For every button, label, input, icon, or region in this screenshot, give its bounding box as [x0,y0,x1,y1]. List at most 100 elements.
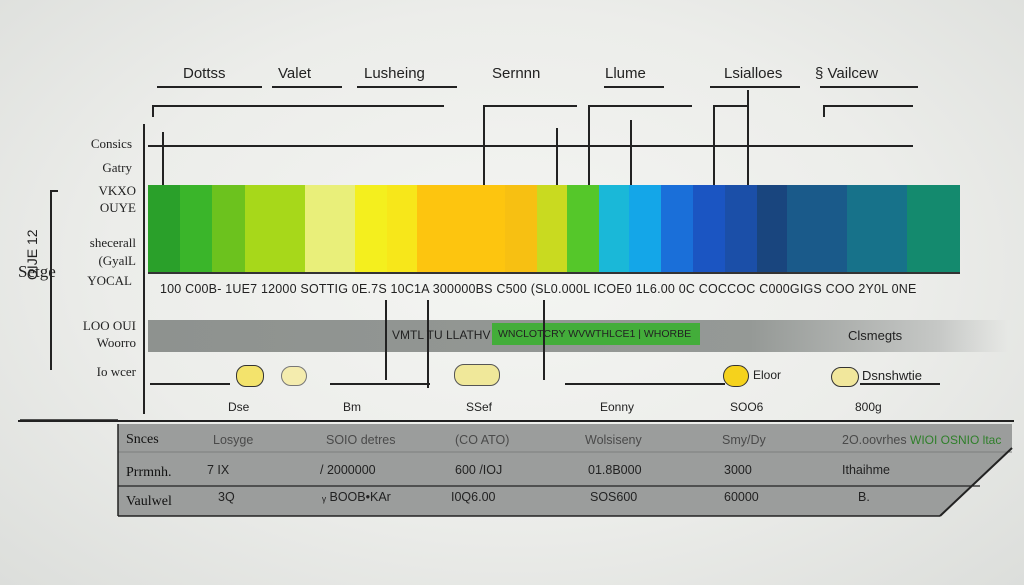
spectrum-segment [907,185,960,272]
left-label-shecerall: shecerall [89,235,136,250]
spectrum-bar [148,185,960,272]
bracket-line [162,132,164,187]
connector-line [427,300,429,388]
table-cell: 600 /IOJ [455,463,503,477]
bracket-line [747,90,749,185]
header-label-3: Lusheing [364,65,425,82]
table-cell: Wolsiseny [585,433,642,447]
table-cell: Ithaihme [842,463,890,477]
dot-marker [236,365,264,387]
bracket-line [152,105,154,117]
table-row-label: Snces [126,432,159,447]
table-cell: 3Q [218,490,235,504]
bottom-label: Bm [343,400,361,414]
header-label-1: Dottss [183,65,226,82]
dot-marker [831,367,859,387]
bottom-label: SSef [466,400,493,414]
dot-label-eloor: Eloor [753,368,782,382]
spectrum-tick-labels: 100 C00B- 1UE7 12000 SOTTIG 0E.7S 10C1A … [160,282,917,296]
spectrum-segment [505,185,538,272]
bracket-line [152,105,444,107]
dot-marker [281,366,307,386]
table-cell: 7 IX [207,463,230,477]
dot-marker [723,365,749,387]
table-cell: 2O.oovrhes [842,433,907,447]
header-underline [157,86,262,88]
spectrum-segment [725,185,758,272]
bottom-label: 800g [855,400,882,414]
spectrum-segment [148,185,181,272]
bracket-line [823,105,825,117]
dot-marker [454,364,500,386]
header-underline [604,86,664,88]
left-label-setge: Setge [18,262,56,281]
spectrum-segment [787,185,848,272]
axis-line-top [148,145,913,147]
spectrum-bottom-line [148,272,960,274]
bottom-label: Dse [228,400,250,414]
bracket-line [556,128,558,185]
header-underline [710,86,800,88]
left-label-loooui: LOO OUI [82,318,136,333]
table-cell: 01.8B000 [588,463,642,477]
table-cell: SOS600 [590,490,638,504]
spectrum-segment [599,185,630,272]
dots-row-line [150,383,230,385]
spectrum-segment [355,185,388,272]
gray-band-label: VMTL TU LLATHV [392,328,491,342]
header-underline [357,86,457,88]
table-cell-extra: WIOI OSNIO ltac [910,433,1002,447]
header-label-7: § Vailcew [815,65,879,82]
spectrum-segment [417,185,506,272]
header-underline [820,86,918,88]
table-cell: ᵧ BOOB•KAr [322,490,391,504]
spectrum-segment [567,185,600,272]
left-bracket [50,190,52,370]
left-label-yocal: YOCAL [87,273,132,288]
table-cell: / 2000000 [320,463,376,477]
left-label-gyall: (GyalL [98,253,136,268]
left-label-vkxo: VKXO [98,183,136,198]
table-cell: (CO ATO) [455,433,510,447]
left-label-lowcer: Io wcer [96,364,136,379]
table-cell: Smy/Dy [722,433,766,447]
connector-line [385,300,387,380]
table-top-line [18,420,1014,422]
left-label-woorro: Woorro [96,335,136,350]
left-label-consics: Consics [90,136,132,151]
dots-row-line [860,383,940,385]
table-row-label: Prrmnh. [126,465,172,480]
bracket-line [823,105,913,107]
bracket-line [713,105,747,107]
table-row-label: Vaulwel [126,494,172,509]
bracket-line [630,120,632,185]
table-cell: 60000 [724,490,759,504]
table-cell: I0Q6.00 [451,490,496,504]
dots-row-line [565,383,725,385]
bottom-label: SOO6 [730,400,764,414]
left-label-gatry: Gatry [102,160,132,175]
header-underline [272,86,342,88]
spectrum-segment [212,185,246,272]
dot-label-dsnshwtie: Dsnshwtie [862,368,922,383]
header-label-4: Sernnn [492,65,541,82]
table-cell: Losyge [213,433,254,447]
connector-line [543,300,545,380]
bracket-line [588,105,692,107]
left-bracket [50,190,58,192]
table-cell: 3000 [724,463,752,477]
spectrum-segment [537,185,568,272]
header-label-2: Valet [278,65,312,82]
header-label-6: Lsialloes [724,65,783,82]
gray-band-highlight-label: WNCLOTCRY WVWTHLCE1 | WHORBE [498,328,692,340]
gray-band-right-label: Clsmegts [848,328,903,343]
table-cell: SOIO detres [326,433,396,447]
dots-row-line [330,383,430,385]
header-label-5: Llume [605,65,646,82]
bottom-label: Eonny [600,400,635,414]
left-label-ouye: OUYE [99,200,136,215]
table-cell: B. [858,490,870,504]
spectrum-segment [245,185,306,272]
vertical-axis [143,124,145,414]
